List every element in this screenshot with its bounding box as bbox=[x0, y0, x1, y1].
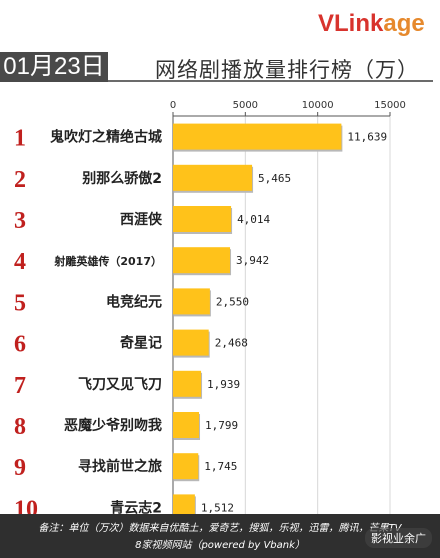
rank-label: 9 bbox=[14, 455, 26, 481]
category-label: 青云志2 bbox=[110, 499, 162, 514]
bar bbox=[173, 206, 232, 232]
x-tick-label: 15000 bbox=[374, 100, 406, 111]
bar bbox=[173, 494, 195, 514]
rank-label: 2 bbox=[14, 167, 26, 193]
logo-vlink: VLink bbox=[318, 10, 384, 37]
rank-label: 3 bbox=[14, 208, 26, 234]
footer-note: 备注：单位（万次）数据来自优酷土，爱奇艺，搜狐，乐视，迅雷，腾讯，芒果TV bbox=[38, 523, 402, 534]
rank-label: 8 bbox=[14, 414, 26, 440]
date-badge: 01月23日 bbox=[0, 52, 108, 82]
vlinkage-logo: VLinkage bbox=[318, 10, 425, 38]
category-label: 射雕英雄传（2017） bbox=[53, 254, 162, 268]
x-tick-label: 5000 bbox=[233, 100, 258, 111]
category-label: 奇星记 bbox=[120, 335, 162, 352]
value-label: 1,939 bbox=[207, 378, 240, 391]
value-label: 2,468 bbox=[215, 337, 248, 350]
watermark: 影视业余广 bbox=[365, 528, 432, 548]
bar bbox=[173, 123, 342, 150]
bar bbox=[173, 329, 209, 356]
category-label: 西涯侠 bbox=[120, 211, 163, 228]
value-label: 3,942 bbox=[236, 254, 269, 267]
category-label: 飞刀又见飞刀 bbox=[78, 377, 162, 393]
rank-label: 5 bbox=[14, 290, 26, 316]
value-label: 11,639 bbox=[347, 131, 387, 144]
value-label: 2,550 bbox=[216, 295, 249, 308]
category-label: 鬼吹灯之精绝古城 bbox=[50, 129, 162, 146]
rank-label: 4 bbox=[14, 249, 26, 275]
bar bbox=[173, 164, 253, 191]
logo-age: age bbox=[383, 10, 425, 37]
category-label: 电竞纪元 bbox=[106, 293, 162, 310]
value-label: 5,465 bbox=[258, 172, 291, 185]
bar bbox=[173, 370, 202, 397]
category-label: 恶魔少爷别吻我 bbox=[64, 417, 162, 434]
x-tick-label: 10000 bbox=[302, 100, 334, 111]
x-tick-label: 0 bbox=[170, 100, 176, 111]
bar bbox=[173, 247, 231, 274]
footer-source: 8家视频网站（powered by Vbank） bbox=[135, 540, 305, 551]
bar bbox=[173, 453, 199, 480]
chart-title: 网络剧播放量排行榜（万） bbox=[155, 58, 419, 82]
header-rule bbox=[108, 80, 433, 82]
category-label: 寻找前世之旅 bbox=[78, 458, 162, 475]
bar-chart: 0 5000 10000 15000 1 鬼吹灯之精绝古城 11,639 2 别那么骄傲2 5,4… bbox=[14, 100, 406, 514]
bar bbox=[173, 412, 200, 438]
value-label: 1,799 bbox=[205, 419, 238, 432]
rank-label: 6 bbox=[14, 332, 26, 358]
rank-label: 1 bbox=[14, 126, 26, 152]
value-label: 1,512 bbox=[201, 501, 234, 514]
bar bbox=[173, 288, 210, 315]
rank-label: 7 bbox=[14, 373, 26, 399]
category-label: 别那么骄傲2 bbox=[81, 170, 162, 187]
rank-label: 10 bbox=[14, 496, 38, 514]
footer: 备注：单位（万次）数据来自优酷土，爱奇艺，搜狐，乐视，迅雷，腾讯，芒果TV 8家… bbox=[0, 514, 440, 558]
value-label: 4,014 bbox=[237, 213, 270, 226]
value-label: 1,745 bbox=[204, 460, 237, 473]
